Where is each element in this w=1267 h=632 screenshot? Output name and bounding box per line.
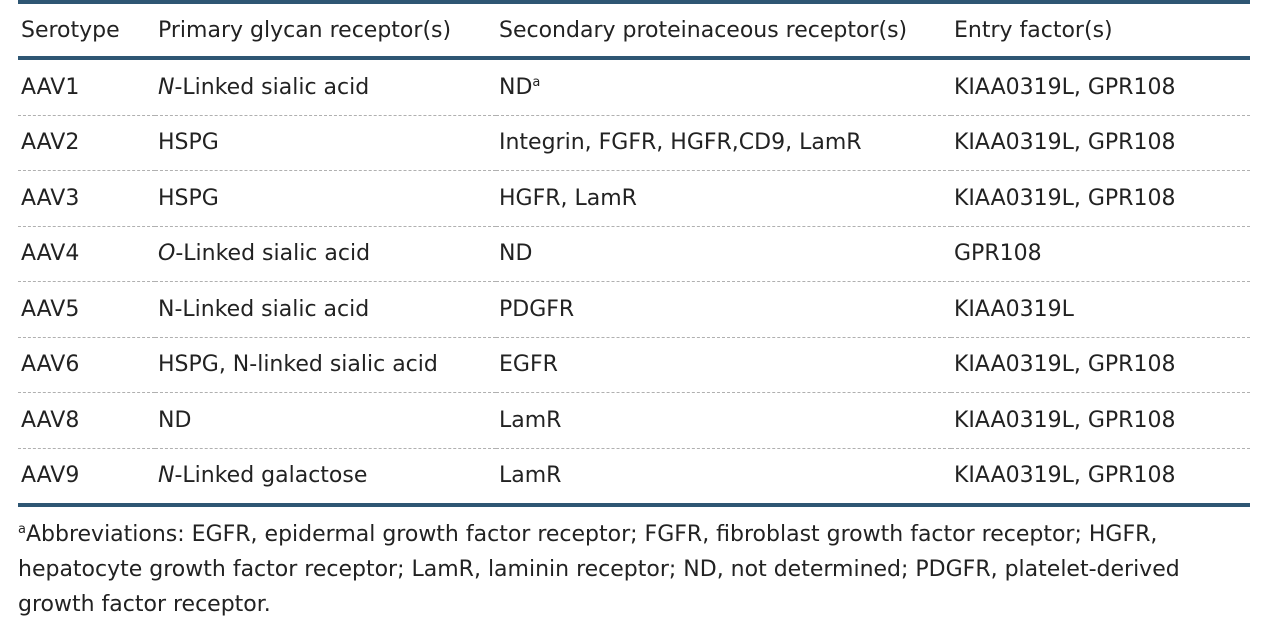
table-row: AAV1 N-Linked sialic acid NDa KIAA0319L, GP… xyxy=(18,58,1250,115)
primary-text: HSPG, N-linked sialic acid xyxy=(158,352,438,378)
cell-serotype: AAV6 xyxy=(21,352,80,378)
secondary-text: PDGFR xyxy=(499,296,575,322)
cell-secondary: Integrin, FGFR, HGFR,CD9, LamR xyxy=(496,115,951,171)
footnote-ref: a xyxy=(532,74,541,90)
secondary-text: HGFR, LamR xyxy=(499,185,637,211)
secondary-text: Integrin, FGFR, HGFR,CD9, LamR xyxy=(499,130,862,156)
cell-entry: KIAA0319L xyxy=(954,296,1074,322)
footnote: aAbbreviations: EGFR, epidermal growth f… xyxy=(18,512,1248,622)
secondary-text: ND xyxy=(499,241,533,267)
table-row: AAV2 HSPG Integrin, FGFR, HGFR,CD9, LamR KI… xyxy=(18,115,1250,171)
cell-serotype: AAV8 xyxy=(21,407,80,433)
cell-serotype: AAV2 xyxy=(21,130,80,156)
cell-primary: ND xyxy=(155,393,496,449)
table-row: AAV9 N-Linked galactose LamR KIAA0319L, GPR… xyxy=(18,448,1250,505)
cell-primary: O-Linked sialic acid xyxy=(155,226,496,282)
cell-primary: HSPG, N-linked sialic acid xyxy=(155,337,496,393)
cell-serotype: AAV1 xyxy=(21,74,80,100)
secondary-text: ND xyxy=(499,74,533,100)
table-row: AAV6 HSPG, N-linked sialic acid EGFR KIAA03… xyxy=(18,337,1250,393)
cell-entry: KIAA0319L, GPR108 xyxy=(954,407,1176,433)
cell-primary: N-Linked galactose xyxy=(155,448,496,505)
cell-serotype: AAV9 xyxy=(21,463,80,489)
cell-entry: KIAA0319L, GPR108 xyxy=(954,74,1176,100)
cell-serotype: AAV3 xyxy=(21,185,80,211)
secondary-text: LamR xyxy=(499,407,562,433)
header-entry: Entry factor(s) xyxy=(954,17,1113,43)
cell-serotype: AAV4 xyxy=(21,241,80,267)
cell-entry: KIAA0319L, GPR108 xyxy=(954,463,1176,489)
cell-secondary: LamR xyxy=(496,393,951,449)
cell-entry: KIAA0319L, GPR108 xyxy=(954,130,1176,156)
primary-italic-prefix: N xyxy=(158,463,175,489)
header-primary: Primary glycan receptor(s) xyxy=(158,17,452,43)
table-row: AAV5 N-Linked sialic acid PDGFR KIAA0319L xyxy=(18,282,1250,338)
cell-primary: N-Linked sialic acid xyxy=(155,282,496,338)
primary-text: HSPG xyxy=(158,185,219,211)
cell-entry: KIAA0319L, GPR108 xyxy=(954,185,1176,211)
cell-primary: HSPG xyxy=(155,171,496,227)
cell-secondary: ND xyxy=(496,226,951,282)
header-secondary: Secondary proteinaceous receptor(s) xyxy=(499,17,908,43)
table-row: AAV8 ND LamR KIAA0319L, GPR108 xyxy=(18,393,1250,449)
secondary-text: EGFR xyxy=(499,352,558,378)
primary-text: ND xyxy=(158,407,192,433)
primary-text: -Linked sialic acid xyxy=(174,74,370,100)
cell-primary: HSPG xyxy=(155,115,496,171)
secondary-text: LamR xyxy=(499,463,562,489)
cell-entry: GPR108 xyxy=(954,241,1042,267)
primary-italic-prefix: O xyxy=(158,241,176,267)
cell-secondary: NDa xyxy=(496,58,951,115)
header-row: Serotype Primary glycan receptor(s) Seco… xyxy=(18,2,1250,58)
cell-serotype: AAV5 xyxy=(21,296,80,322)
cell-secondary: HGFR, LamR xyxy=(496,171,951,227)
cell-secondary: PDGFR xyxy=(496,282,951,338)
cell-secondary: LamR xyxy=(496,448,951,505)
footnote-text: Abbreviations: EGFR, epidermal growth fa… xyxy=(18,522,1180,617)
cell-primary: N-Linked sialic acid xyxy=(155,58,496,115)
primary-italic-prefix: N xyxy=(158,74,175,100)
table-row: AAV4 O-Linked sialic acid ND GPR108 xyxy=(18,226,1250,282)
primary-text: -Linked sialic acid xyxy=(175,241,371,267)
cell-secondary: EGFR xyxy=(496,337,951,393)
header-serotype: Serotype xyxy=(21,17,120,43)
cell-entry: KIAA0319L, GPR108 xyxy=(954,352,1176,378)
primary-text: N-Linked sialic acid xyxy=(158,296,370,322)
primary-text: HSPG xyxy=(158,130,219,156)
table-row: AAV3 HSPG HGFR, LamR KIAA0319L, GPR108 xyxy=(18,171,1250,227)
receptor-table: Serotype Primary glycan receptor(s) Seco… xyxy=(18,0,1250,507)
footnote-marker: a xyxy=(18,522,26,537)
primary-text: -Linked galactose xyxy=(174,463,368,489)
